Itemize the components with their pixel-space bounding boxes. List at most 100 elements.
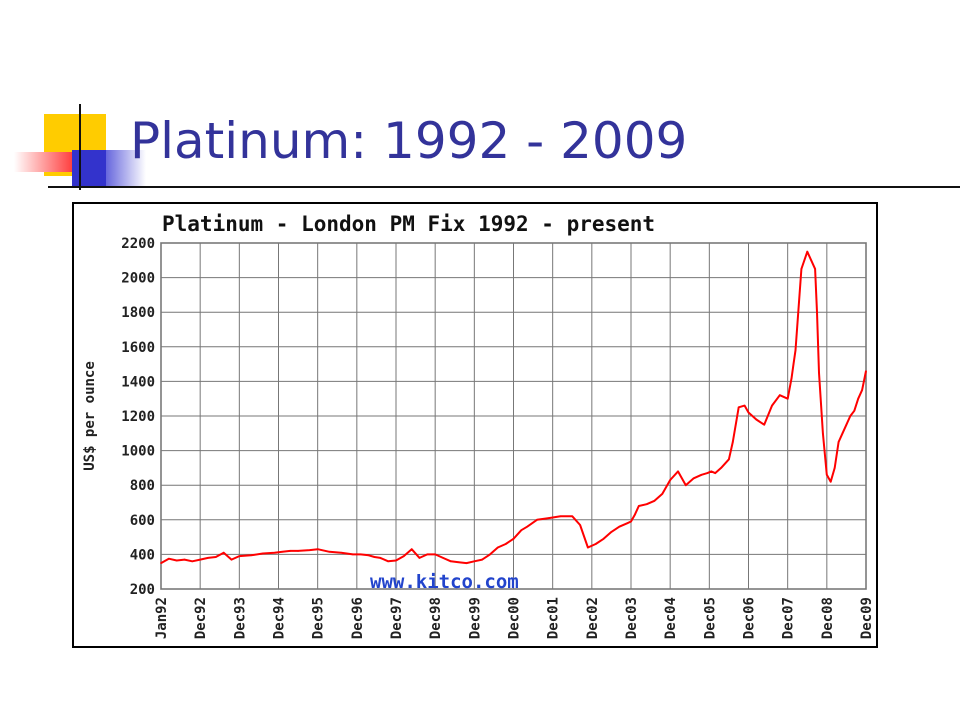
x-tick-label: Dec00 <box>507 597 523 639</box>
data-point <box>794 349 797 352</box>
data-point <box>677 470 679 473</box>
x-tick-label: Dec03 <box>624 597 640 639</box>
data-point <box>602 538 605 540</box>
data-point <box>755 418 758 421</box>
data-point <box>215 556 217 558</box>
x-tick-label: Dec99 <box>467 597 483 639</box>
data-point <box>587 546 589 549</box>
data-point <box>526 525 529 528</box>
y-tick-label: 1800 <box>121 305 155 321</box>
data-point <box>309 549 311 551</box>
data-point <box>763 423 765 426</box>
data-point <box>352 553 354 556</box>
data-point <box>579 524 581 526</box>
data-point <box>700 474 703 476</box>
data-point <box>199 558 201 561</box>
data-point <box>661 493 664 495</box>
data-point <box>536 519 538 521</box>
y-tick-label: 2000 <box>121 271 155 287</box>
data-point <box>610 531 613 533</box>
data-point <box>481 558 483 561</box>
data-point <box>853 410 856 412</box>
y-axis-label: US$ per ounce <box>82 361 98 471</box>
data-point <box>845 423 848 426</box>
data-point <box>826 474 828 476</box>
data-point <box>387 560 389 563</box>
data-point <box>626 522 628 525</box>
data-point <box>737 406 740 409</box>
data-point <box>861 389 863 391</box>
data-point <box>790 377 793 379</box>
data-point <box>814 268 816 270</box>
data-point <box>473 560 476 563</box>
data-point <box>685 484 687 487</box>
data-point <box>520 529 523 531</box>
x-tick-label: Dec94 <box>272 597 288 639</box>
data-point <box>504 543 507 545</box>
data-point <box>806 250 809 253</box>
data-point <box>849 415 852 417</box>
blue-square-decoration <box>72 150 108 186</box>
data-point <box>594 543 597 545</box>
data-point <box>359 553 362 556</box>
data-point <box>779 394 781 397</box>
data-point <box>297 550 299 552</box>
data-point <box>547 517 550 519</box>
y-tick-label: 600 <box>130 513 155 529</box>
data-point <box>281 551 284 553</box>
data-point <box>841 432 844 435</box>
data-point <box>792 363 795 365</box>
data-point <box>403 555 405 557</box>
data-point <box>273 551 276 554</box>
x-tick-label: Dec09 <box>859 597 875 639</box>
data-point <box>410 548 413 551</box>
x-tick-label: Dec93 <box>232 597 248 639</box>
x-tick-label: Dec06 <box>742 597 758 639</box>
data-point <box>720 467 722 469</box>
data-point <box>450 560 452 563</box>
data-point <box>630 520 632 523</box>
data-point <box>328 551 331 553</box>
data-point <box>442 557 444 559</box>
data-point <box>207 557 209 559</box>
data-point <box>250 554 252 557</box>
data-point <box>771 404 773 407</box>
data-point <box>340 551 342 554</box>
data-point <box>465 562 468 564</box>
vertical-rule <box>79 104 81 190</box>
x-tick-label: Dec04 <box>663 597 679 639</box>
data-point <box>373 556 376 558</box>
data-point <box>669 479 671 481</box>
platinum-price-chart: Platinum - London PM Fix 1992 - present 2… <box>82 212 875 639</box>
data-point <box>289 550 292 552</box>
data-point <box>816 311 818 313</box>
data-point <box>418 557 421 559</box>
data-point <box>747 411 750 414</box>
data-point <box>837 441 840 443</box>
data-point <box>175 559 178 562</box>
data-point <box>714 472 717 474</box>
watermark-text: www.kitco.com <box>370 571 519 593</box>
y-tick-label: 200 <box>130 582 155 598</box>
data-point <box>559 515 562 518</box>
y-tick-label: 2200 <box>121 236 155 252</box>
data-point <box>183 558 186 561</box>
y-tick-label: 800 <box>130 478 155 494</box>
data-point <box>818 371 820 374</box>
blue-fade-decoration <box>106 150 146 186</box>
data-point <box>645 503 648 506</box>
x-tick-label: Dec08 <box>820 597 836 639</box>
x-tick-label: Dec97 <box>389 597 405 639</box>
data-point <box>638 505 640 507</box>
x-tick-label: Dec01 <box>546 597 562 639</box>
x-tick-label: Dec98 <box>428 597 444 639</box>
data-point <box>810 259 812 262</box>
data-point <box>786 397 789 400</box>
data-point <box>238 555 241 557</box>
data-point <box>829 480 832 483</box>
data-point <box>367 554 370 557</box>
title-underline-rule <box>48 186 960 188</box>
data-point <box>692 477 695 480</box>
data-point <box>822 432 824 435</box>
x-tick-label: Dec02 <box>585 597 601 639</box>
